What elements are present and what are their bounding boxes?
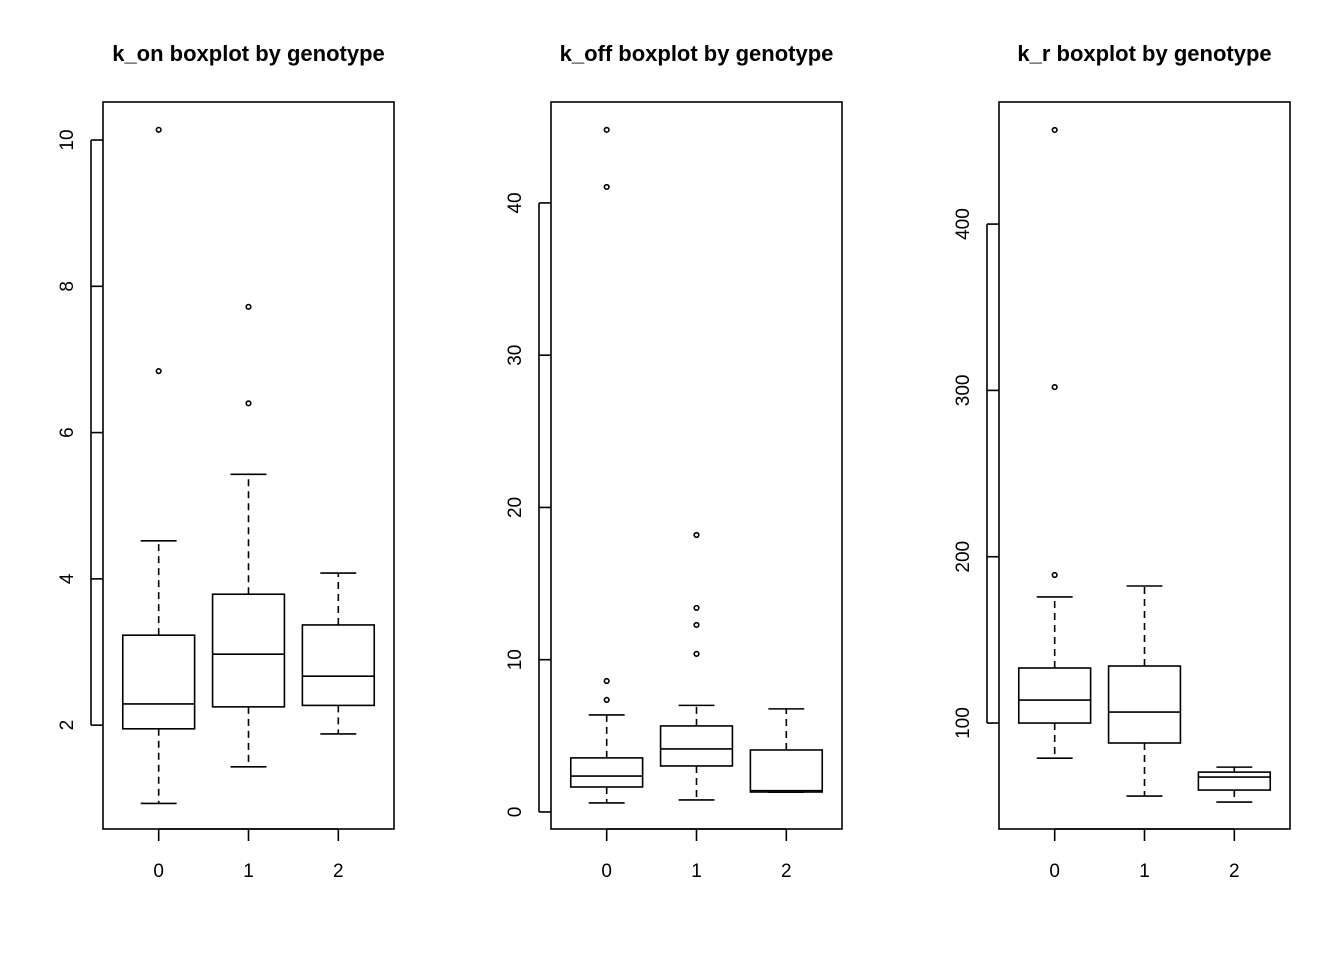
outlier bbox=[1051, 383, 1058, 391]
outlier bbox=[693, 604, 700, 612]
outlier bbox=[603, 183, 610, 191]
outlier bbox=[245, 400, 252, 407]
outlier bbox=[155, 126, 162, 133]
box bbox=[301, 624, 376, 707]
outlier bbox=[693, 531, 700, 539]
box bbox=[749, 749, 824, 793]
y-tick-label: 20 bbox=[505, 497, 526, 518]
y-tick-label: 8 bbox=[57, 281, 78, 292]
x-tick-label: 1 bbox=[243, 861, 254, 882]
outlier bbox=[245, 303, 252, 310]
chart-title: k_off boxplot by genotype bbox=[560, 41, 834, 66]
plot-frame bbox=[998, 101, 1291, 830]
outlier bbox=[603, 677, 610, 685]
y-tick-label: 4 bbox=[57, 573, 78, 584]
x-tick-label: 0 bbox=[1049, 861, 1060, 882]
outlier bbox=[155, 368, 162, 375]
y-tick-label: 30 bbox=[505, 345, 526, 366]
y-tick-label: 100 bbox=[953, 707, 974, 739]
x-tick-label: 0 bbox=[601, 861, 612, 882]
y-tick-label: 10 bbox=[57, 129, 78, 150]
outlier bbox=[693, 650, 700, 658]
y-tick-label: 400 bbox=[953, 208, 974, 240]
y-tick-label: 6 bbox=[57, 427, 78, 438]
y-tick-label: 200 bbox=[953, 541, 974, 573]
box bbox=[211, 593, 286, 708]
box bbox=[1197, 771, 1272, 791]
box bbox=[569, 757, 644, 788]
x-tick-label: 2 bbox=[1229, 861, 1240, 882]
outlier bbox=[1051, 126, 1058, 134]
outlier bbox=[603, 696, 610, 703]
x-tick-label: 1 bbox=[691, 861, 702, 882]
y-tick-label: 2 bbox=[57, 720, 78, 731]
outlier bbox=[1051, 571, 1058, 579]
box bbox=[1017, 667, 1092, 724]
x-tick-label: 2 bbox=[781, 861, 792, 882]
chart-title: k_on boxplot by genotype bbox=[112, 41, 385, 66]
box bbox=[121, 634, 196, 730]
chart-title: k_r boxplot by genotype bbox=[1017, 41, 1271, 66]
box bbox=[659, 725, 734, 767]
y-tick-label: 10 bbox=[505, 649, 526, 670]
box bbox=[1107, 665, 1182, 744]
x-tick-label: 0 bbox=[153, 861, 164, 882]
y-tick-label: 40 bbox=[505, 192, 526, 213]
y-tick-label: 300 bbox=[953, 375, 974, 407]
x-tick-label: 1 bbox=[1139, 861, 1150, 882]
y-tick-label: 0 bbox=[505, 807, 526, 818]
outlier bbox=[603, 126, 610, 133]
outlier bbox=[693, 621, 700, 629]
x-tick-label: 2 bbox=[333, 861, 344, 882]
